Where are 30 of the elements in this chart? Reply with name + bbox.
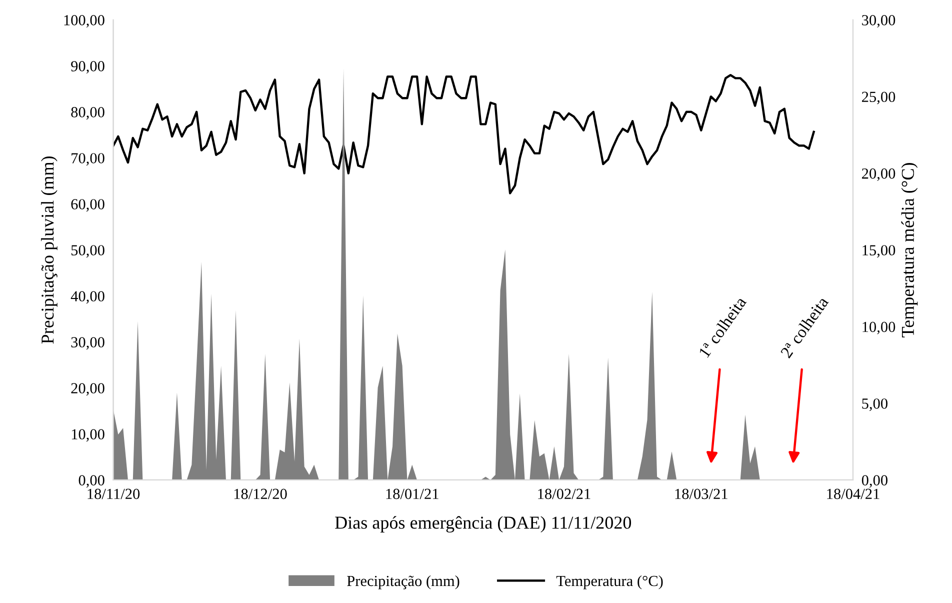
x-tick-label: 18/11/20 <box>88 488 140 500</box>
x-tick-label: 18/12/20 <box>234 488 287 500</box>
y-axis-title: Precipitação pluvial (mm) <box>41 156 58 344</box>
y-tick-label: 10,00 <box>72 429 104 442</box>
line-series <box>113 74 815 194</box>
y2-tick-label: 15,00 <box>862 245 896 258</box>
y-tick-label: 0,00 <box>78 475 104 488</box>
y-tick-label: 100,00 <box>64 15 104 28</box>
y-tick-label: 50,00 <box>71 245 104 258</box>
y-tick-label: 70,00 <box>72 153 104 166</box>
legend-label: Temperatura (°C) <box>556 575 663 590</box>
y-tick-label: 40,00 <box>70 291 104 304</box>
y-tick-label: 30,00 <box>71 337 104 350</box>
y2-tick-label: 0,00 <box>862 475 888 488</box>
x-tick-label: 18/02/21 <box>538 488 590 500</box>
y2-axis-title: Temperatura média (°C) <box>901 163 918 338</box>
legend-label: Precipitação (mm) <box>347 575 460 590</box>
y2-tick-label: 10,00 <box>862 322 896 334</box>
y-tick-label: 90,00 <box>71 61 104 74</box>
x-tick-label: 18/03/21 <box>675 488 728 500</box>
y2-tick-label: 20,00 <box>862 168 896 181</box>
x-tick-label: 18/04/21 <box>827 488 880 500</box>
y2-tick-label: 30,00 <box>862 15 896 28</box>
y-tick-label: 60,00 <box>71 199 104 212</box>
y-tick-label: 20,00 <box>71 383 104 396</box>
x-tick-label: 18/01/21 <box>386 488 438 500</box>
y-tick-label: 80,00 <box>71 107 104 120</box>
x-axis-title: Dias após emergência (DAE) 11/11/2020 <box>335 516 632 533</box>
y2-tick-label: 5,00 <box>862 398 888 411</box>
y2-tick-label: 25,00 <box>862 92 896 104</box>
